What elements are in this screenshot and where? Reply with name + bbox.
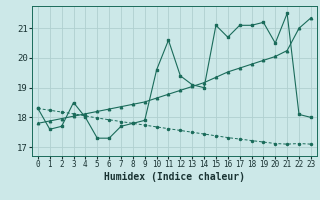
X-axis label: Humidex (Indice chaleur): Humidex (Indice chaleur) bbox=[104, 172, 245, 182]
